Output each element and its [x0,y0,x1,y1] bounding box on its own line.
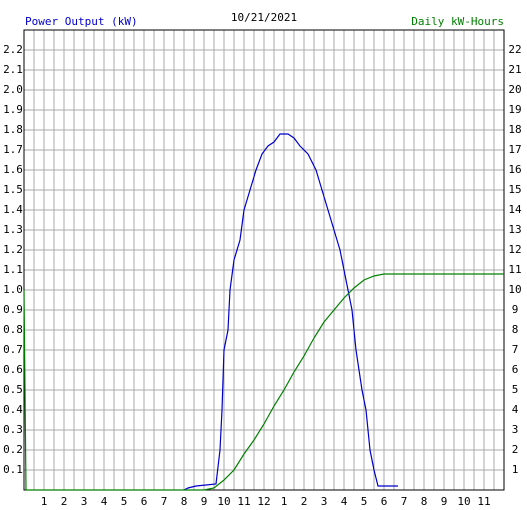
y-tick-label: 1.0 [3,283,23,296]
y2-tick-label: 9 [512,303,519,316]
x-tick-label: 3 [321,495,328,508]
x-tick-label: 5 [361,495,368,508]
x-tick-label: 10 [457,495,470,508]
chart-title: 10/21/2021 [231,11,297,24]
y2-tick-label: 18 [508,123,521,136]
y-tick-label: 0.4 [3,403,23,416]
x-tick-label: 6 [141,495,148,508]
y2-axis-label: Daily kW-Hours [411,15,504,28]
x-tick-label: 7 [401,495,408,508]
y-tick-label: 0.8 [3,323,23,336]
y-tick-label: 0.3 [3,423,23,436]
x-tick-label: 6 [381,495,388,508]
y2-tick-label: 22 [508,43,521,56]
y-tick-label: 0.6 [3,363,23,376]
y2-tick-label: 3 [512,423,519,436]
y-tick-label: 1.9 [3,103,23,116]
series-line [183,133,398,491]
x-tick-label: 11 [477,495,490,508]
y2-tick-label: 16 [508,163,521,176]
x-tick-label: 5 [121,495,128,508]
y2-tick-label: 4 [512,403,519,416]
y2-tick-label: 13 [508,223,521,236]
y2-tick-label: 14 [508,203,522,216]
x-tick-label: 9 [441,495,448,508]
x-tick-label: 3 [81,495,88,508]
y2-tick-label: 10 [508,283,521,296]
y-axis-label: Power Output (kW) [25,15,138,28]
x-tick-label: 8 [181,495,188,508]
x-tick-label: 1 [281,495,288,508]
y2-tick-label: 6 [512,363,519,376]
y-tick-label: 1.7 [3,143,23,156]
y-tick-label: 0.7 [3,343,23,356]
x-tick-label: 4 [101,495,108,508]
y-tick-label: 0.9 [3,303,23,316]
y2-tick-label: 5 [512,383,519,396]
y-tick-label: 0.5 [3,383,23,396]
x-tick-label: 2 [301,495,308,508]
x-tick-label: 8 [421,495,428,508]
y2-tick-label: 8 [512,323,519,336]
x-tick-label: 9 [201,495,208,508]
y-tick-label: 1.2 [3,243,23,256]
y-tick-label: 1.6 [3,163,23,176]
plot-frame [23,29,505,491]
y2-tick-label: 1 [512,463,519,476]
y2-tick-label: 12 [508,243,521,256]
y2-tick-label: 2 [512,443,519,456]
y-tick-label: 2.2 [3,43,23,56]
y-tick-label: 2.1 [3,63,23,76]
y2-tick-label: 11 [508,263,521,276]
x-tick-label: 11 [237,495,250,508]
y-tick-label: 1.5 [3,183,23,196]
y-tick-label: 1.1 [3,263,23,276]
y-tick-label: 0.2 [3,443,23,456]
y2-tick-label: 17 [508,143,521,156]
y2-tick-label: 15 [508,183,521,196]
y-tick-label: 2.0 [3,83,23,96]
x-tick-label: 12 [257,495,270,508]
x-tick-label: 2 [61,495,68,508]
x-tick-label: 1 [41,495,48,508]
y2-tick-label: 20 [508,83,521,96]
y-tick-label: 1.3 [3,223,23,236]
x-tick-label: 10 [217,495,230,508]
series-line [23,273,504,491]
y2-tick-label: 7 [512,343,519,356]
y-tick-label: 0.1 [3,463,23,476]
x-tick-label: 7 [161,495,168,508]
x-tick-label: 4 [341,495,348,508]
y-tick-label: 1.4 [3,203,23,216]
y2-tick-label: 19 [508,103,521,116]
y-tick-label: 1.8 [3,123,23,136]
y2-tick-label: 21 [508,63,521,76]
